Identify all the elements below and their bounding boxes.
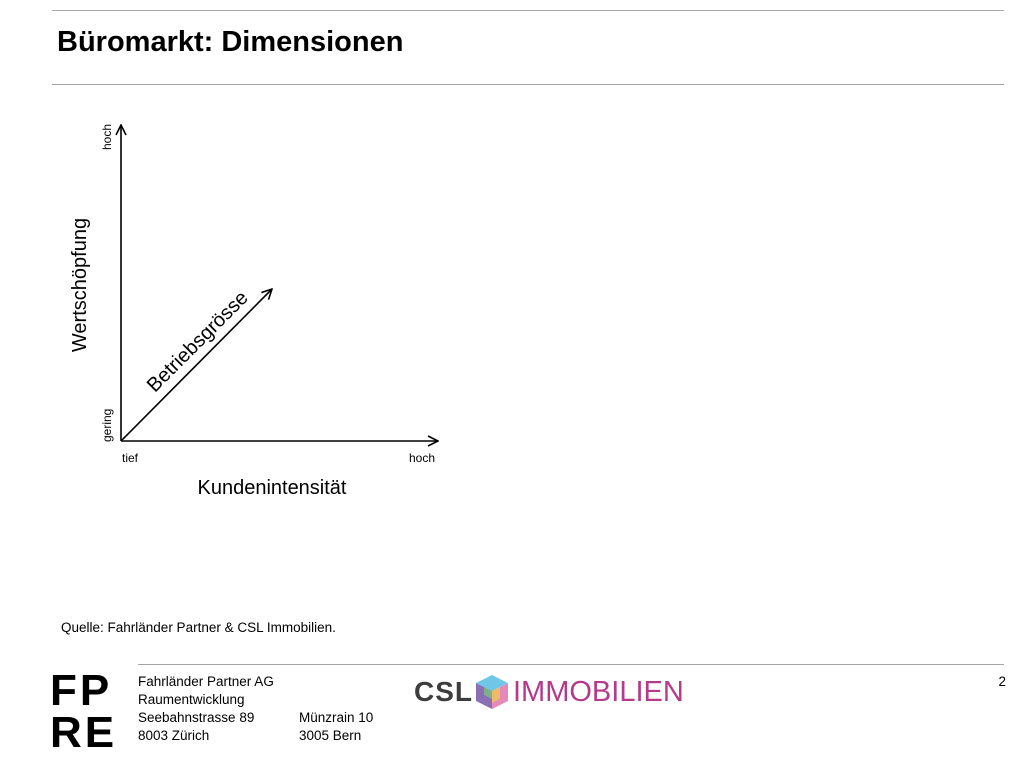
y-axis-title: Wertschöpfung xyxy=(69,218,91,352)
fpre-logo: FP RE xyxy=(50,666,130,757)
footer-rule xyxy=(138,664,1004,665)
fpre-logo-top: FP xyxy=(50,666,113,715)
csl-immobilien-logo: CSL IMMOBILIEN xyxy=(414,670,684,714)
company-name: Fahrländer Partner AG xyxy=(138,674,274,689)
city-zurich: 8003 Zürich xyxy=(138,728,210,743)
bern-address: Münzrain 10 3005 Bern xyxy=(299,709,373,745)
department: Raumentwicklung xyxy=(138,692,245,707)
diagonal-arrow xyxy=(120,289,272,442)
source-note: Quelle: Fahrländer Partner & CSL Immobil… xyxy=(61,620,336,635)
city-bern: 3005 Bern xyxy=(299,728,362,743)
title-rule xyxy=(52,84,1004,85)
diagonal-label: Betriebsgrösse xyxy=(143,287,253,397)
x-axis-high-label: hoch xyxy=(409,451,435,465)
slide-title: Büromarkt: Dimensionen xyxy=(57,26,404,58)
street-zurich: Seebahnstrasse 89 xyxy=(138,710,255,725)
y-axis-low-label: gering xyxy=(100,409,114,442)
x-axis-low-label: tief xyxy=(122,451,139,465)
y-axis-high-label: hoch xyxy=(100,124,114,150)
zurich-address: Fahrländer Partner AG Raumentwicklung Se… xyxy=(138,673,274,745)
csl-cube-icon xyxy=(476,675,508,709)
page-number: 2 xyxy=(998,674,1006,689)
csl-logo-prefix: CSL xyxy=(414,676,473,707)
top-rule xyxy=(52,10,1004,11)
csl-logo-name: IMMOBILIEN xyxy=(513,675,684,708)
x-axis-title: Kundenintensität xyxy=(197,477,346,499)
dimension-diagram: hoch gering Wertschöpfung tief hoch Kund… xyxy=(69,124,1024,499)
street-bern: Münzrain 10 xyxy=(299,710,374,725)
fpre-logo-bottom: RE xyxy=(50,708,118,757)
